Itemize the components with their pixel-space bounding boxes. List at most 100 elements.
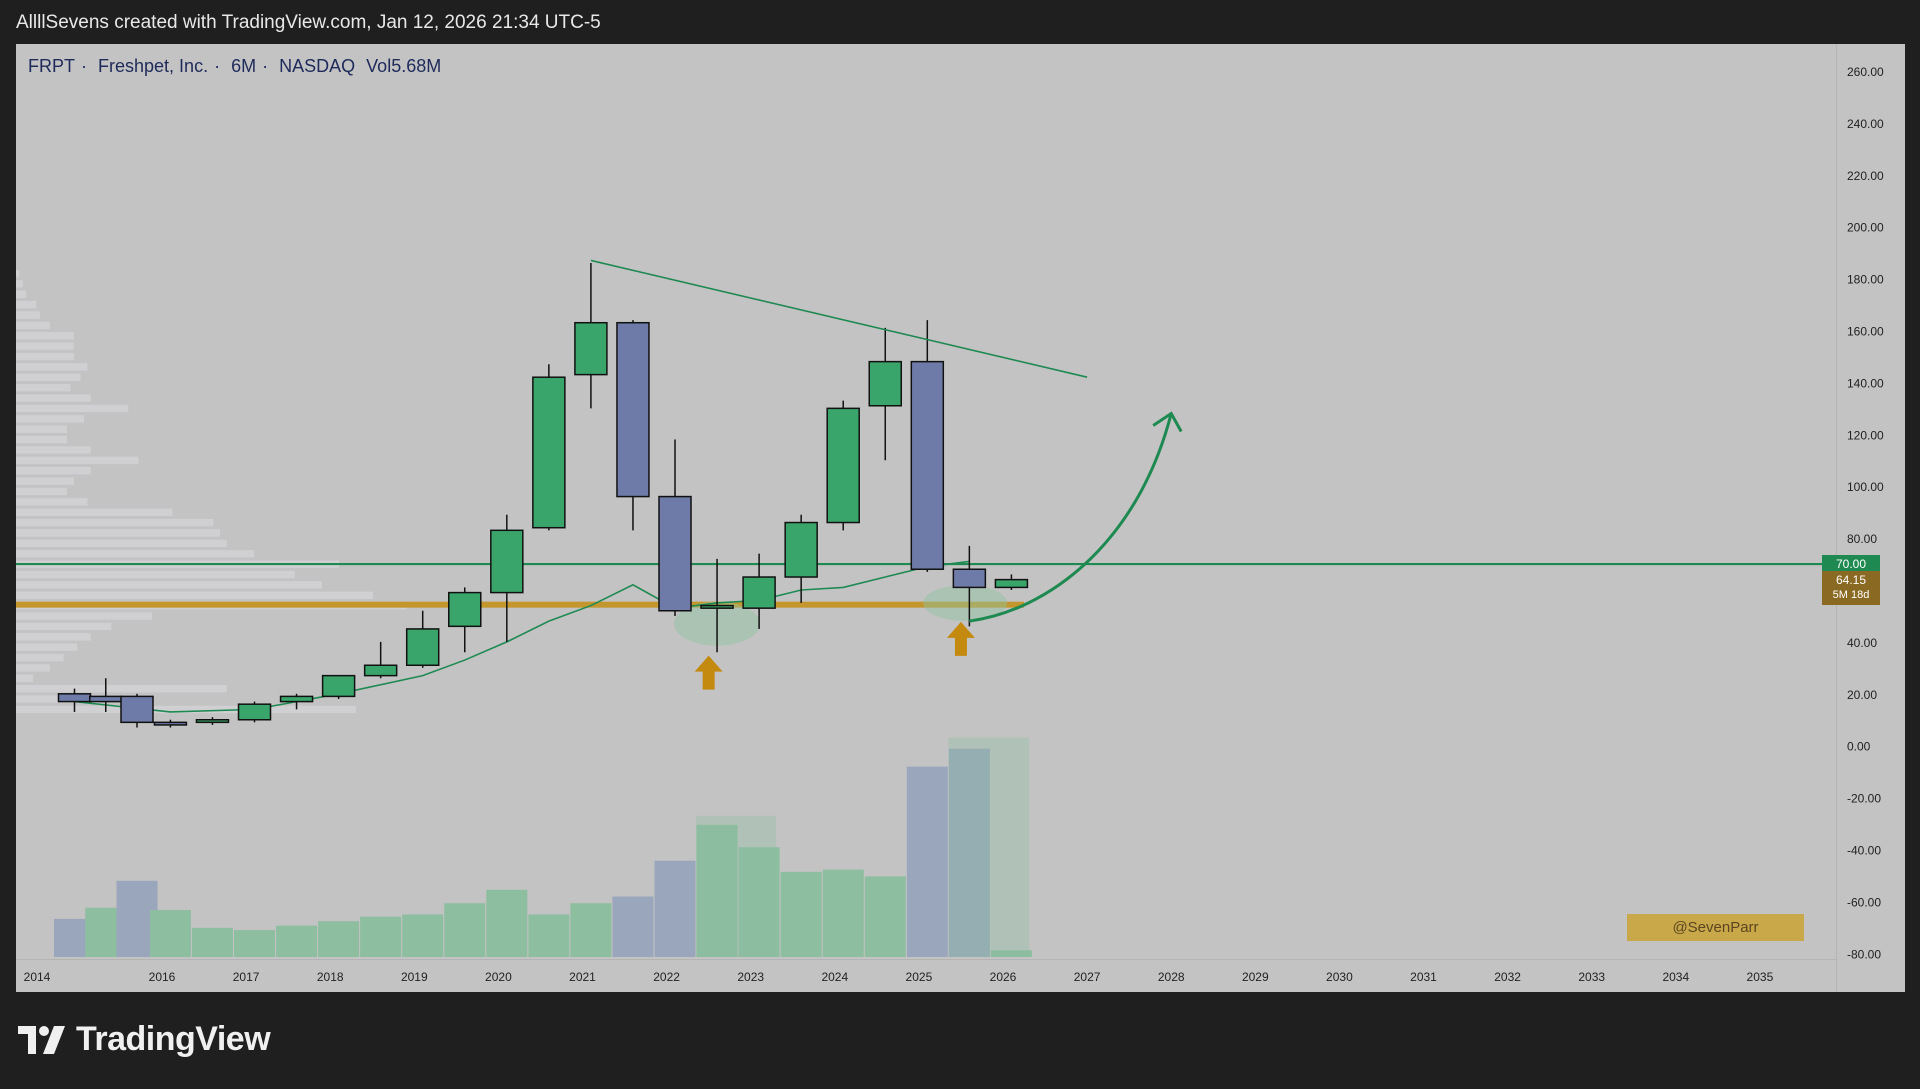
- volume-profile-row: [16, 633, 91, 641]
- volume-bar: [234, 930, 276, 957]
- level-price-label: 70.00: [1835, 557, 1867, 572]
- candle: [574, 263, 608, 409]
- volume-profile-row: [16, 705, 356, 714]
- candle: [405, 610, 440, 668]
- price-axis[interactable]: 260.00 240.00 220.00 200.00 180.00 160.00 140.…: [1836, 44, 1905, 992]
- volume-profile-row: [16, 539, 227, 548]
- volume-profile-row: [16, 591, 373, 599]
- candle-body: [658, 495, 692, 612]
- volume-profile-row: [16, 342, 74, 350]
- candle-body: [237, 703, 272, 721]
- projection-arrowhead: [1152, 411, 1183, 433]
- x-tick-label: 2029: [1242, 970, 1269, 984]
- candle: [532, 364, 566, 531]
- volume-profile-row: [16, 685, 227, 693]
- y-tick-label: 40.00: [1847, 636, 1877, 650]
- y-tick-label: -20.00: [1847, 792, 1881, 806]
- volume-bar: [191, 927, 233, 957]
- volume-bar: [864, 876, 906, 957]
- x-tick-label: 2018: [317, 970, 344, 984]
- volume-profile-row: [16, 415, 84, 423]
- y-tick-label: -60.00: [1847, 895, 1881, 909]
- candle-body: [826, 407, 860, 524]
- candle-body: [616, 321, 650, 498]
- volume-profile-row: [16, 394, 91, 402]
- volume-bar: [360, 916, 402, 957]
- candle-body: [120, 695, 154, 724]
- candle-body: [952, 568, 987, 589]
- support-highlight-ellipse: [923, 584, 1008, 621]
- x-tick-label: 2032: [1494, 970, 1521, 984]
- candle-body: [405, 628, 440, 667]
- volume-bar: [654, 860, 696, 957]
- candle: [490, 514, 524, 642]
- volume-profile-row: [16, 498, 88, 506]
- y-tick-label: 240.00: [1847, 117, 1884, 131]
- brand-name: TradingView: [76, 1020, 271, 1058]
- symbol-legend[interactable]: FRPT · Freshpet, Inc. · 6M · NASDAQ Vol5.68…: [28, 56, 442, 76]
- volume-bar: [738, 847, 780, 957]
- last-price-tag: 64.15 5M 18d: [1822, 571, 1880, 606]
- candle: [868, 327, 903, 461]
- top-bar: AllllSevens created with TradingView.com…: [0, 0, 1920, 44]
- candle-body: [784, 521, 818, 578]
- candle-body: [279, 695, 314, 703]
- time-axis[interactable]: 2014 2016 2017 2018 2019 2020 2021 2022 2023 2024…: [16, 959, 1836, 993]
- chart-panel[interactable]: FRPT · Freshpet, Inc. · 6M · NASDAQ Vol5.68…: [16, 44, 1905, 993]
- y-tick-label: 80.00: [1847, 532, 1877, 546]
- tradingview-logo[interactable]: TradingView: [18, 1020, 271, 1059]
- volume-profile-row: [16, 581, 322, 589]
- volume-profile-row: [16, 373, 81, 382]
- candle-body: [448, 591, 482, 628]
- volume-profile-row: [16, 300, 37, 309]
- volume-profile-row: [16, 435, 67, 444]
- volume-profile-row: [16, 321, 50, 330]
- y-tick-label: 0.00: [1847, 740, 1871, 754]
- volume-profile-row: [16, 674, 33, 683]
- x-tick-label: 2025: [906, 970, 933, 984]
- y-tick-label: 220.00: [1847, 169, 1884, 183]
- candle-body: [57, 693, 92, 703]
- volume-highlight-zone: [948, 737, 1030, 957]
- volume-profile-row: [16, 487, 67, 496]
- volume-profile-row: [16, 425, 67, 433]
- volume-bar: [486, 889, 528, 957]
- volume-profile-row: [16, 653, 64, 662]
- candle-body: [363, 664, 398, 677]
- volume-bar: [276, 925, 318, 957]
- up-arrow-marker: [946, 621, 975, 656]
- volume-profile-row: [16, 332, 74, 340]
- volume-bar: [696, 824, 738, 957]
- candles: [57, 263, 1029, 728]
- volume-bar: [528, 914, 570, 957]
- candle: [952, 545, 987, 627]
- candle: [658, 439, 692, 616]
- candle-body: [89, 695, 123, 703]
- candle-body: [910, 360, 945, 570]
- candle-body: [868, 360, 903, 407]
- level-price-tag: 70.00: [1822, 555, 1880, 574]
- volume-bar: [948, 748, 990, 957]
- candle: [994, 574, 1029, 590]
- volume-bar: [402, 914, 444, 957]
- legend-symbol: FRPT: [28, 56, 75, 76]
- candle: [826, 400, 860, 531]
- legend-exchange: NASDAQ: [279, 56, 356, 76]
- price-chart[interactable]: [16, 44, 1836, 959]
- volume-profile-row: [16, 570, 295, 579]
- volume-profile-row: [16, 612, 152, 620]
- volume-bar: [780, 871, 822, 957]
- candle-body: [700, 604, 734, 609]
- up-arrow-marker: [694, 655, 723, 690]
- volume-profile-row: [16, 467, 91, 475]
- volume-profile-row: [16, 529, 220, 537]
- volume-profile-row: [16, 404, 129, 413]
- projection-curve: [969, 413, 1173, 623]
- candle-body: [195, 719, 230, 724]
- volume-profile-row: [16, 664, 50, 672]
- volume-profile-row: [16, 508, 173, 516]
- volume-bars: [54, 748, 1032, 957]
- x-tick-label: 2022: [653, 970, 680, 984]
- y-tick-label: 260.00: [1847, 65, 1884, 79]
- candle: [363, 641, 398, 679]
